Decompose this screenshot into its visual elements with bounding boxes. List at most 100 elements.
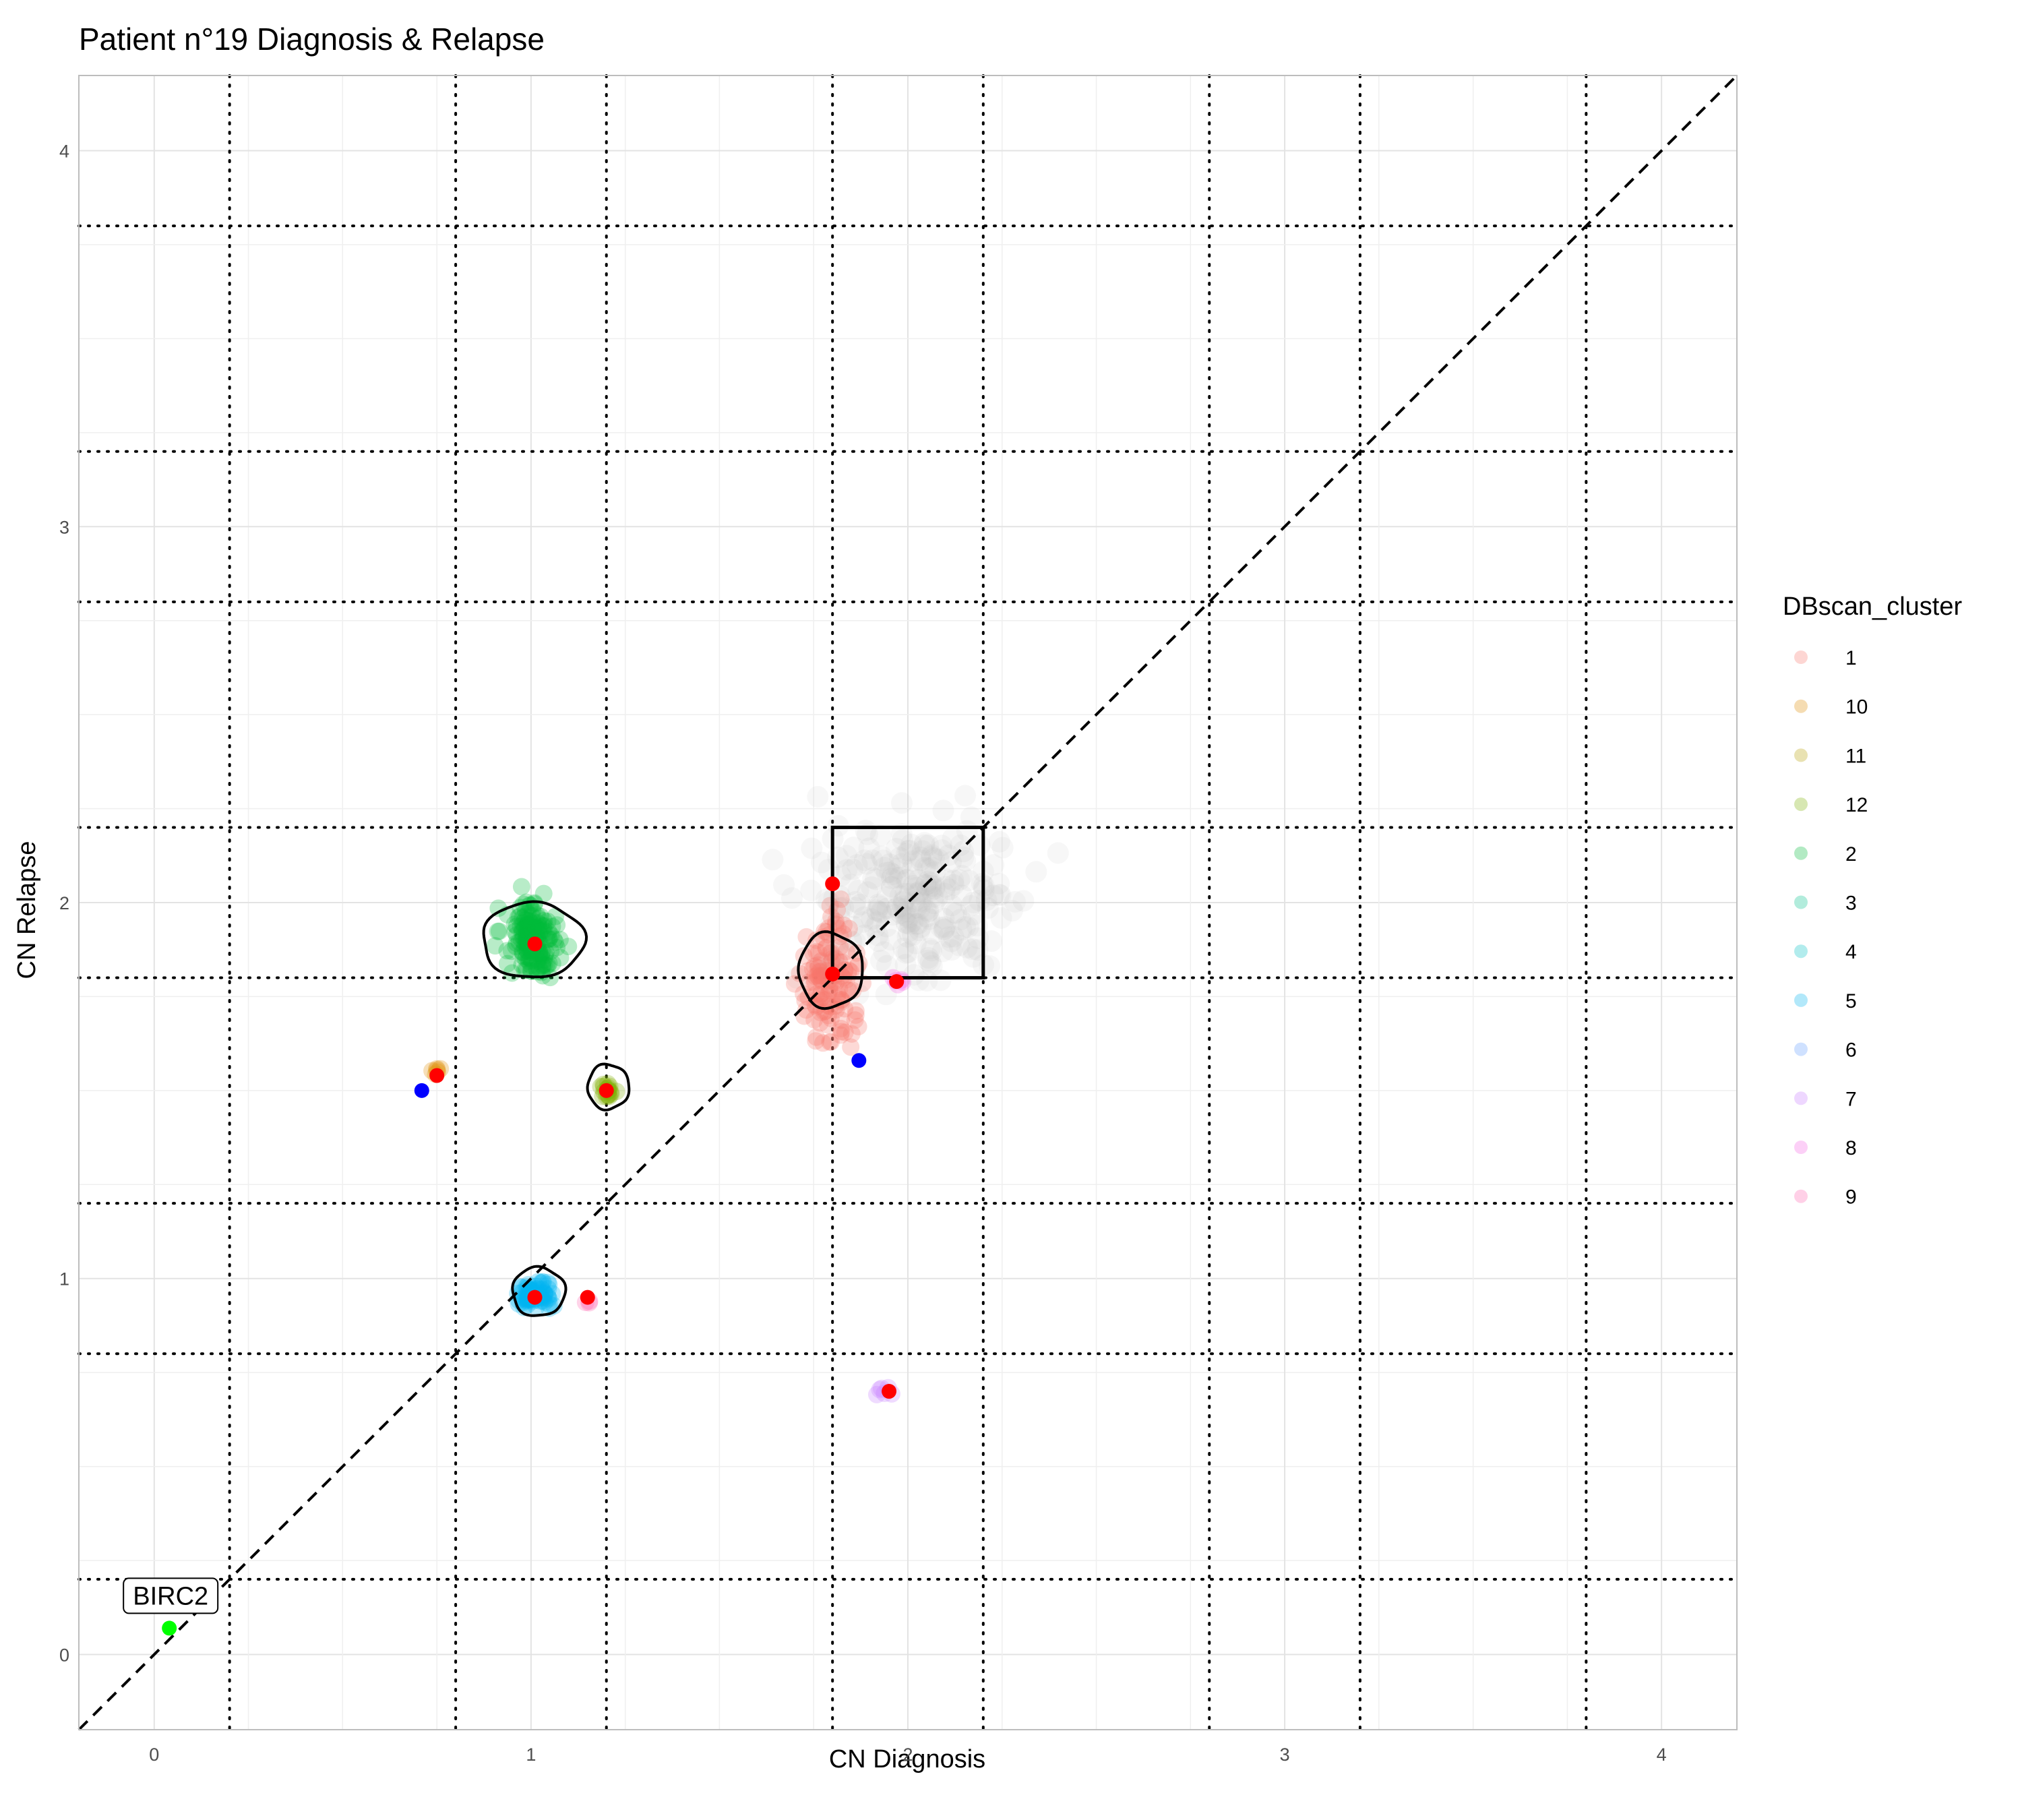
y-tick-label: 2	[59, 893, 69, 913]
data-point	[512, 878, 530, 896]
data-point	[531, 922, 549, 940]
data-point	[523, 907, 541, 925]
data-point	[812, 985, 830, 1003]
data-point	[513, 943, 531, 961]
data-point	[903, 964, 925, 986]
data-point	[836, 859, 858, 881]
density-contour	[482, 900, 588, 979]
data-point	[990, 907, 1012, 929]
data-point	[861, 908, 883, 930]
data-point	[537, 957, 555, 975]
data-point	[895, 911, 917, 934]
data-point	[954, 916, 977, 938]
data-point	[892, 891, 915, 913]
data-point	[917, 946, 940, 969]
data-point	[847, 880, 869, 902]
data-point	[809, 944, 828, 962]
data-point	[530, 959, 548, 977]
legend-key	[1794, 944, 1808, 959]
data-point	[931, 835, 953, 857]
data-point	[852, 911, 874, 933]
data-point	[888, 867, 911, 889]
data-point	[817, 938, 835, 957]
data-point	[541, 1296, 559, 1314]
data-point	[490, 922, 508, 940]
data-point	[519, 921, 537, 940]
data-point	[518, 923, 536, 941]
data-point	[514, 928, 532, 946]
data-point	[539, 1289, 557, 1307]
data-point	[867, 924, 889, 946]
data-point	[954, 785, 977, 807]
data-point	[517, 950, 535, 968]
data-point	[907, 913, 929, 935]
data-point	[929, 969, 952, 992]
data-point	[840, 919, 858, 938]
data-point	[917, 878, 939, 901]
data-point	[941, 894, 963, 917]
data-point	[534, 957, 552, 975]
data-point	[819, 1016, 837, 1034]
data-point	[545, 1297, 563, 1315]
data-point	[821, 897, 839, 915]
centroid-point	[882, 1384, 897, 1399]
data-point	[822, 1033, 840, 1051]
data-point	[551, 930, 569, 948]
data-point	[540, 1275, 558, 1294]
data-point	[943, 874, 965, 896]
data-point	[1004, 890, 1026, 913]
data-point	[875, 983, 897, 1006]
centroid-point	[825, 876, 840, 892]
data-point	[918, 908, 940, 930]
data-point	[847, 1006, 865, 1024]
data-point	[989, 884, 1012, 906]
data-point	[894, 954, 917, 976]
data-point	[810, 963, 828, 981]
data-point	[889, 885, 911, 907]
legend-label: 2	[1845, 843, 1857, 866]
data-point	[880, 868, 902, 890]
blue-points	[414, 1053, 867, 1098]
data-point	[847, 1002, 865, 1020]
data-point	[835, 916, 853, 934]
data-point	[807, 1032, 825, 1050]
data-point	[514, 921, 532, 939]
data-point	[516, 918, 534, 936]
data-point	[900, 833, 923, 855]
data-point	[897, 840, 919, 862]
data-point	[898, 839, 921, 861]
data-point	[804, 944, 822, 963]
data-point	[869, 824, 892, 847]
data-point	[896, 913, 918, 935]
data-point	[954, 850, 977, 872]
legend-key	[1794, 993, 1808, 1007]
data-point	[539, 957, 557, 975]
data-point	[943, 902, 965, 924]
data-point	[521, 917, 539, 935]
data-point	[845, 897, 867, 919]
centroid-point	[889, 974, 905, 990]
data-point	[845, 890, 867, 913]
data-point	[940, 930, 962, 952]
legend-label: 7	[1845, 1088, 1857, 1110]
data-point	[520, 952, 538, 970]
data-point	[534, 917, 553, 936]
data-point	[960, 894, 982, 917]
data-point	[849, 1017, 867, 1035]
legend-key	[1794, 797, 1808, 812]
data-point	[938, 926, 960, 948]
data-point	[506, 915, 524, 934]
data-point	[867, 893, 890, 915]
data-point	[506, 923, 524, 941]
data-point	[534, 1273, 552, 1291]
data-point	[518, 922, 537, 940]
data-point	[926, 886, 948, 909]
data-point	[519, 905, 537, 923]
data-point	[801, 837, 823, 859]
data-point	[892, 937, 915, 959]
data-point	[532, 916, 550, 934]
data-point	[528, 952, 547, 970]
data-point	[820, 1006, 838, 1025]
data-point	[870, 902, 892, 924]
data-point	[548, 938, 566, 957]
